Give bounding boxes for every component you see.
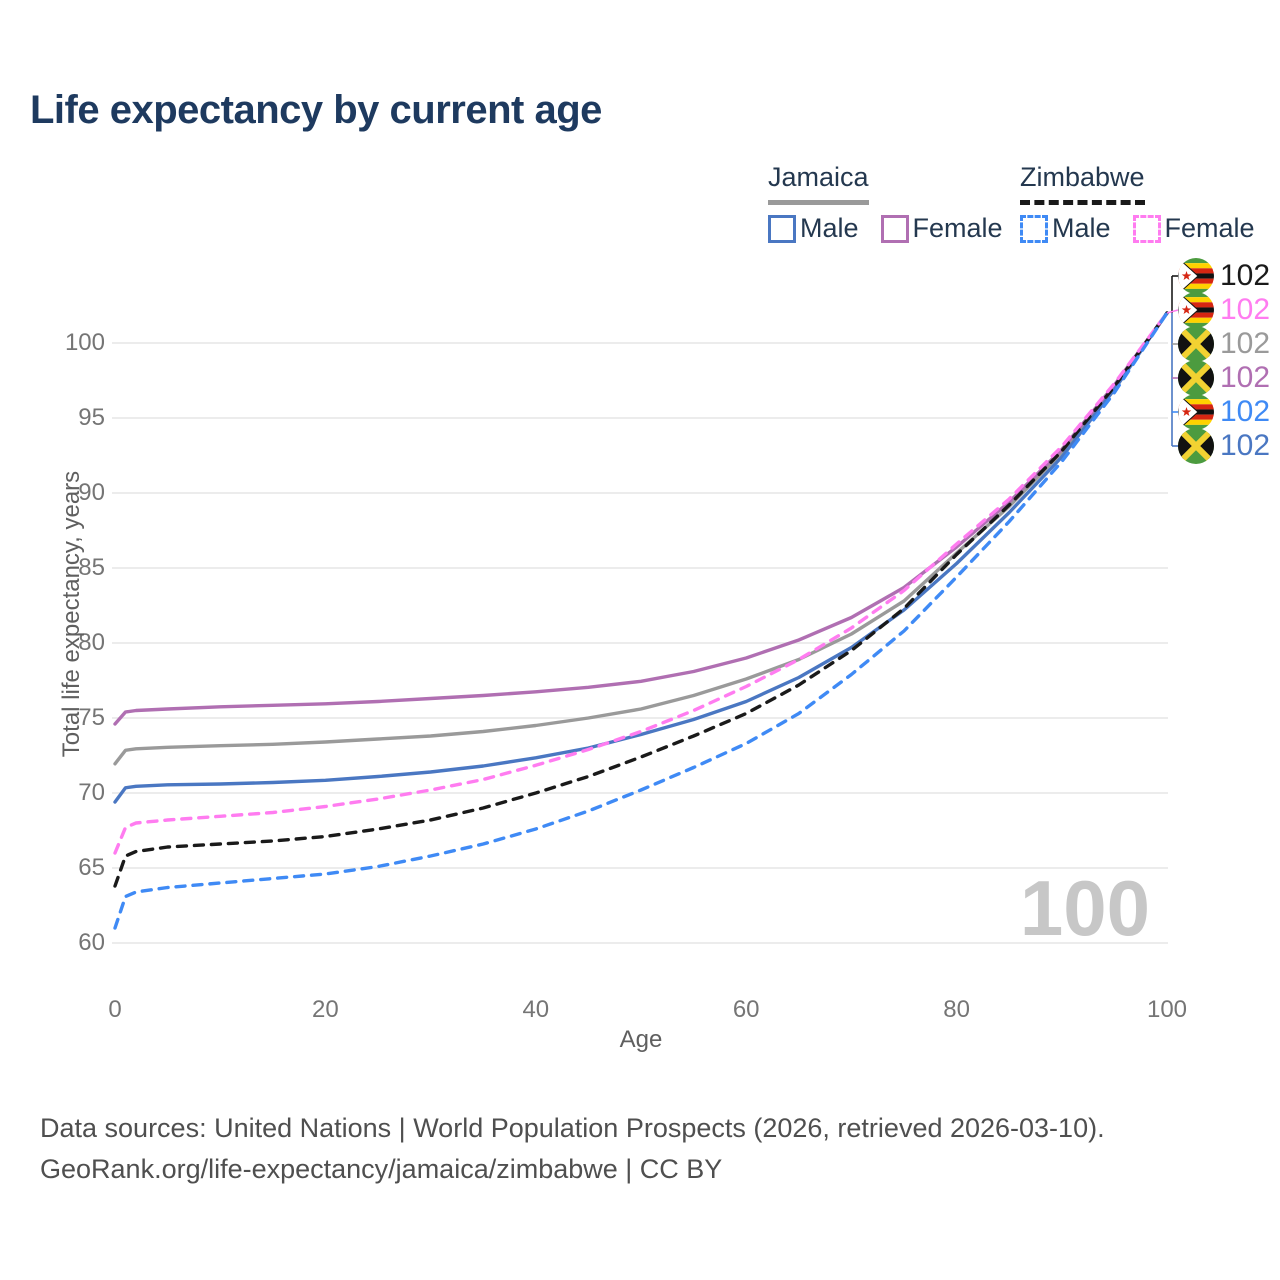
legend-country-jamaica: Jamaica <box>768 162 869 205</box>
x-tick-label: 100 <box>1146 996 1188 1023</box>
legend-country-zimbabwe: Zimbabwe <box>1020 162 1145 205</box>
age-watermark: 100 <box>1019 864 1150 952</box>
end-label-jamaica_female: 102 <box>1178 360 1270 396</box>
legend-item-label: Male <box>1052 213 1111 243</box>
legend-item-label: Female <box>1164 213 1255 243</box>
jamaica-flag-icon <box>1178 428 1214 464</box>
chart-title: Life expectancy by current age <box>30 88 602 132</box>
jamaica-female-swatch-icon[interactable] <box>880 214 909 243</box>
end-label-jamaica_male: 102 <box>1178 428 1270 464</box>
x-axis-title: Age <box>619 1026 663 1053</box>
legend-item-label: Male <box>800 213 859 243</box>
y-tick-label: 85 <box>78 554 105 581</box>
y-tick-label: 80 <box>78 629 105 656</box>
end-value: 102 <box>1220 429 1271 462</box>
legend-item-jamaica-female[interactable]: Female <box>880 213 1003 244</box>
jamaica-male-swatch-icon[interactable] <box>768 214 796 243</box>
zimbabwe-flag-icon <box>1178 292 1214 328</box>
gridlines <box>112 342 1168 944</box>
y-tick-label: 70 <box>78 779 105 806</box>
data-sources-line: Data sources: United Nations | World Pop… <box>40 1113 1105 1143</box>
jamaica-flag-icon <box>1178 360 1214 396</box>
x-tick-label: 60 <box>732 996 760 1023</box>
series-lines <box>113 311 1169 930</box>
end-value: 102 <box>1220 259 1271 292</box>
end-label-zimbabwe_male: 102 <box>1178 394 1270 430</box>
zimbabwe-flag-icon <box>1178 394 1214 430</box>
series-line-jamaica_female <box>113 311 1169 726</box>
y-tick-label: 95 <box>78 404 105 431</box>
jamaica-flag-icon <box>1178 326 1214 362</box>
end-value: 102 <box>1220 395 1271 428</box>
attribution-line: GeoRank.org/life-expectancy/jamaica/zimb… <box>40 1154 723 1184</box>
series-line-zimbabwe_male <box>113 311 1169 930</box>
end-value: 102 <box>1220 293 1271 326</box>
y-tick-label: 100 <box>64 329 105 356</box>
end-label-zimbabwe_female: 102 <box>1178 292 1270 328</box>
footer: Data sources: United Nations | World Pop… <box>40 1108 1105 1190</box>
y-axis-title: Total life expectancy, years <box>58 470 85 758</box>
y-tick-label: 75 <box>78 704 105 731</box>
y-tick-label: 60 <box>78 929 105 956</box>
series-line-jamaica_male <box>113 311 1169 804</box>
x-tick-label: 80 <box>943 996 970 1023</box>
end-label-zimbabwe_both: 102 <box>1178 258 1270 294</box>
end-label-jamaica_both: 102 <box>1178 326 1270 362</box>
zimbabwe-female-swatch-icon[interactable] <box>1132 214 1161 243</box>
x-tick-label: 40 <box>522 996 550 1023</box>
x-tick-label: 0 <box>108 996 122 1023</box>
end-value: 102 <box>1220 327 1271 360</box>
x-tick-label: 20 <box>312 996 339 1023</box>
end-label-connectors <box>1166 275 1179 447</box>
zimbabwe-male-swatch-icon[interactable] <box>1020 214 1048 243</box>
series-line-zimbabwe_female <box>113 311 1169 855</box>
series-line-jamaica_both <box>113 311 1169 766</box>
series-line-zimbabwe_both <box>113 311 1169 888</box>
zimbabwe-flag-icon <box>1178 258 1214 294</box>
legend-item-jamaica-male[interactable]: Male <box>768 213 859 244</box>
y-tick-label: 90 <box>78 479 105 506</box>
legend-item-zimbabwe-female[interactable]: Female <box>1132 213 1255 244</box>
legend-item-label: Female <box>912 213 1003 243</box>
legend-group-zimbabwe: Zimbabwe Male Female <box>1020 162 1255 244</box>
legend-group-jamaica: Jamaica Male Female <box>768 162 1003 244</box>
y-tick-label: 65 <box>78 854 105 881</box>
end-value: 102 <box>1220 361 1271 394</box>
legend-item-zimbabwe-male[interactable]: Male <box>1020 213 1111 244</box>
